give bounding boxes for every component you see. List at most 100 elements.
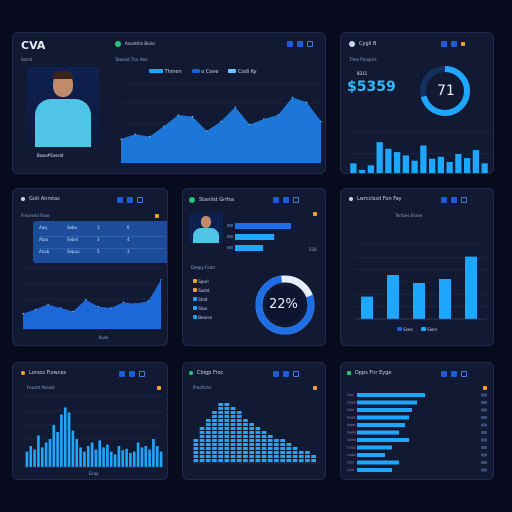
expand-icon[interactable]: [127, 197, 133, 203]
bar-cell: [255, 447, 261, 450]
list-item[interactable]: Stnd: [193, 295, 212, 304]
bar-cell: [243, 435, 248, 438]
bar: [155, 446, 159, 467]
bar-cell: [236, 411, 242, 414]
row-value: [481, 453, 487, 457]
row-label: Geho: [347, 431, 356, 435]
expand-icon[interactable]: [297, 41, 303, 47]
grid-icon[interactable]: [441, 41, 447, 47]
settings-icon[interactable]: [461, 197, 467, 203]
hbar-label: [227, 224, 233, 227]
bar-cell: [193, 439, 199, 442]
bar-cell: [261, 443, 267, 446]
row-value: [481, 423, 487, 427]
bar-cell: [224, 423, 230, 426]
bar-cell: [230, 415, 236, 418]
hbar: [357, 468, 392, 472]
bar-cell: [218, 439, 223, 442]
bar-cell: [230, 447, 236, 450]
legend-item-2: Siern: [420, 327, 437, 332]
bar-cell: [261, 459, 267, 462]
table-row[interactable]: Aaq Sebu 3 6: [39, 225, 165, 237]
bar-cell: [236, 439, 242, 442]
bar-cell: [292, 447, 298, 450]
list-item[interactable]: Stoe: [193, 304, 212, 313]
player-jersey: [193, 228, 219, 243]
player-hair: [53, 71, 73, 79]
settings-icon[interactable]: [461, 371, 467, 377]
panel-title: Cygil B: [359, 41, 377, 47]
data-point: [220, 120, 222, 122]
expand-icon[interactable]: [283, 197, 289, 203]
settings-icon[interactable]: [307, 41, 313, 47]
bar-cell: [298, 455, 304, 458]
donut-22: [255, 275, 315, 335]
grid-icon[interactable]: [273, 371, 279, 377]
bar-cell: [249, 459, 254, 462]
expand-icon[interactable]: [129, 371, 135, 377]
list-item[interactable]: Boorce: [193, 313, 212, 322]
data-point: [163, 125, 165, 127]
panel-standings: Stanlist Grifsa 528 Deepy Fodd Spurl Sos…: [182, 188, 326, 346]
bar-cell: [274, 451, 279, 454]
grid-icon[interactable]: [287, 41, 293, 47]
bar-cell: [267, 459, 273, 462]
bar-cell: [236, 435, 242, 438]
bar-cell: [205, 435, 211, 438]
expand-icon[interactable]: [283, 371, 289, 377]
tab-label[interactable]: Ananttiin Boins: [125, 41, 156, 46]
settings-icon[interactable]: [293, 371, 299, 377]
table-row[interactable]: Atoo Sebnl 3 4: [39, 237, 165, 249]
list-item[interactable]: Spurl: [193, 277, 212, 286]
row-value: [481, 468, 487, 472]
list-item[interactable]: Sostd: [193, 286, 212, 295]
grid-icon[interactable]: [119, 371, 125, 377]
data-point: [320, 120, 322, 122]
logo-icon: [189, 371, 193, 375]
data-point: [72, 310, 74, 313]
bar-cell: [236, 455, 242, 458]
data-point: [110, 307, 112, 309]
alert-icon: [313, 386, 317, 390]
bar-cell: [261, 451, 267, 454]
bar-cell: [311, 455, 316, 458]
section-label: Thee Prpopris: [349, 57, 377, 62]
panel-title: Lorsos Fiowces: [29, 370, 67, 376]
bar-cell: [267, 455, 273, 458]
settings-icon[interactable]: [293, 197, 299, 203]
grid-icon[interactable]: [441, 371, 447, 377]
bar-cell: [212, 411, 217, 414]
bar: [90, 442, 94, 467]
logo-icon: [189, 197, 195, 203]
bar-cell: [218, 415, 223, 418]
bar-chart-2: [349, 132, 489, 173]
bar: [437, 156, 444, 173]
expand-icon[interactable]: [451, 371, 457, 377]
bar-cell: [236, 431, 242, 434]
grid-icon[interactable]: [441, 197, 447, 203]
expand-icon[interactable]: [451, 197, 457, 203]
bar: [117, 446, 121, 467]
bar-cell: [199, 455, 205, 458]
bar-cell: [305, 459, 310, 462]
grid-icon[interactable]: [273, 197, 279, 203]
alert-icon[interactable]: [461, 42, 465, 46]
bar-cell: [236, 459, 242, 462]
bar: [37, 435, 40, 467]
bar-cell: [218, 423, 223, 426]
table-row[interactable]: Anab Sepuu 5 3: [39, 249, 130, 254]
bar: [455, 154, 462, 173]
alert-icon: [483, 386, 487, 390]
bar-cell: [218, 443, 223, 446]
bar: [63, 407, 67, 467]
settings-icon[interactable]: [137, 197, 143, 203]
expand-icon[interactable]: [451, 41, 457, 47]
player-photo: [27, 67, 99, 147]
grid-icon[interactable]: [117, 197, 123, 203]
bar-cell: [274, 447, 279, 450]
bar: [56, 432, 59, 467]
bar-cell: [218, 431, 223, 434]
settings-icon[interactable]: [139, 371, 145, 377]
panel-forecast: Lorsos Fiowces Fooset Pooost Ecap: [12, 362, 168, 480]
bar-cell: [243, 451, 248, 454]
